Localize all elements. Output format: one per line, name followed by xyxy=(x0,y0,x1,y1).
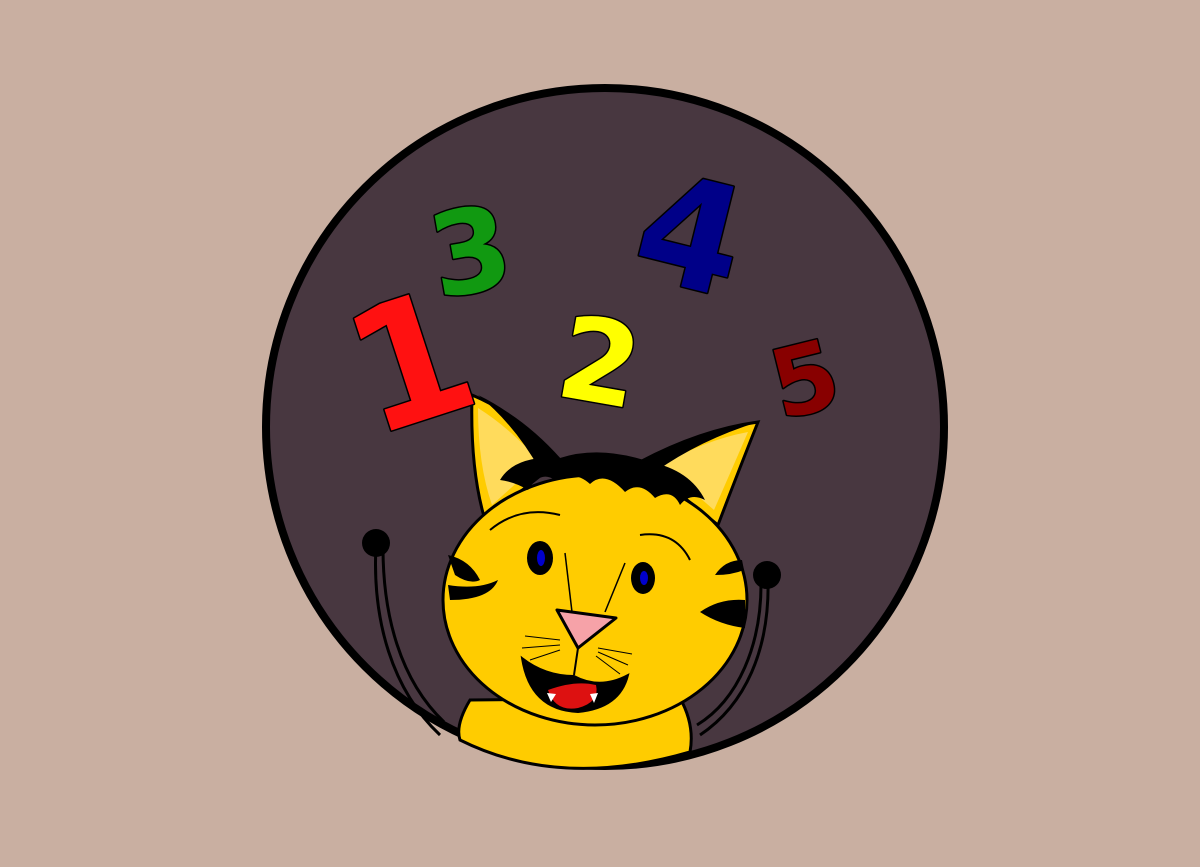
cat-nose xyxy=(555,608,618,650)
cat-icon xyxy=(441,392,761,770)
floating-numbers: 1 3 4 2 5 xyxy=(322,138,852,478)
cat-tongue xyxy=(548,683,597,709)
antenna-right xyxy=(696,561,781,737)
cat-whiskers xyxy=(521,635,633,675)
antenna-left xyxy=(362,529,446,737)
